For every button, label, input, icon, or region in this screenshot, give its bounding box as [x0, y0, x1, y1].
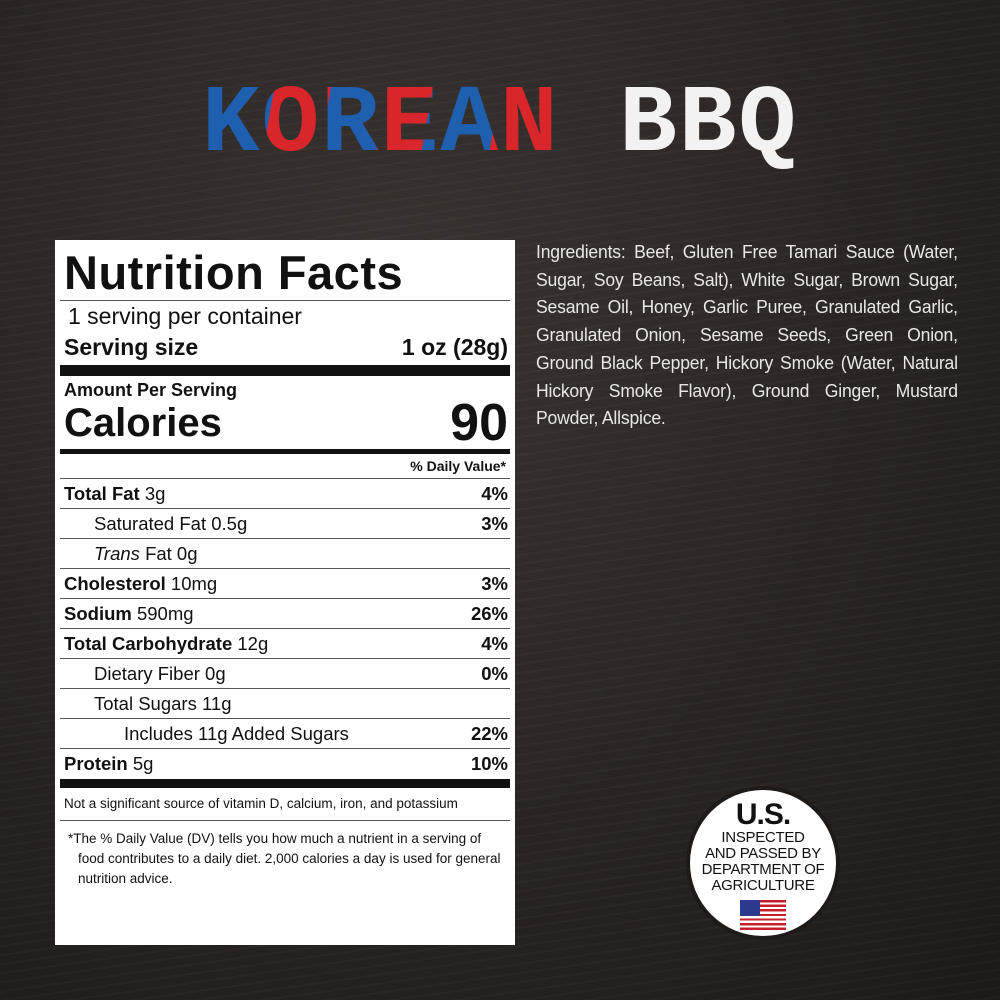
- seal-text: AGRICULTURE: [711, 877, 815, 894]
- footnote-daily-value: *The % Daily Value (DV) tells you how mu…: [68, 831, 501, 886]
- nutrient-label: Total Fat 3g: [64, 479, 165, 508]
- servings-per-container: 1 serving per container: [68, 303, 302, 329]
- nutrient-name: Total Sugars: [94, 693, 197, 714]
- product-title: KOREAN BBQ: [0, 70, 1000, 179]
- dv-header: % Daily Value*: [60, 454, 510, 479]
- nutrition-heading: Nutrition Facts: [64, 246, 404, 299]
- nutrient-row: Total Sugars 11g: [60, 689, 510, 719]
- nutrient-amount: Fat 0g: [145, 543, 198, 564]
- title-bbq: BBQ: [619, 70, 799, 179]
- nutrient-amount: 10mg: [170, 573, 218, 594]
- nutrition-facts-label: Nutrition Facts 1 serving per container …: [55, 240, 515, 945]
- nutrient-dv: 3%: [481, 573, 508, 594]
- seal-text: AND PASSED BY: [705, 845, 821, 862]
- nutrient-label: Saturated Fat 0.5g: [64, 509, 247, 538]
- divider: [60, 300, 510, 301]
- nutrient-label: Trans Fat 0g: [64, 539, 198, 568]
- divider-thick: [60, 779, 510, 788]
- nutrient-dv: 22%: [470, 723, 508, 744]
- nutrient-dv: 3%: [481, 513, 508, 534]
- calories-value: 90: [450, 394, 508, 452]
- nutrient-dv: 0%: [481, 663, 508, 684]
- nutrient-name: Total Fat: [64, 483, 140, 504]
- nutrient-label: Protein 5g: [64, 749, 153, 779]
- nutrient-label: Sodium 590mg: [64, 599, 194, 628]
- nutrient-dv: 4%: [481, 483, 508, 504]
- nutrient-amount: 5g: [132, 753, 154, 774]
- nutrient-name: Protein: [64, 753, 128, 774]
- ingredients-text: Ingredients: Beef, Gluten Free Tamari Sa…: [536, 241, 958, 429]
- footnote-vitamins: Not a significant source of vitamin D, c…: [60, 788, 510, 821]
- nutrient-row: Total Fat 3g 4%: [60, 479, 510, 509]
- nutrient-row: Protein 5g 10%: [60, 749, 510, 779]
- nutrient-name: Includes 11g Added Sugars: [124, 723, 349, 744]
- nutrient-name: Cholesterol: [64, 573, 166, 594]
- nutrient-amount: 12g: [237, 633, 269, 654]
- serving-size: Serving size 1 oz (28g): [60, 331, 510, 365]
- nutrient-amount: 0.5g: [211, 513, 248, 534]
- nutrient-row: Saturated Fat 0.5g 3%: [60, 509, 510, 539]
- seal-us: U.S.: [735, 798, 791, 831]
- nutrient-dv: 4%: [481, 633, 508, 654]
- us-flag-icon: [740, 900, 786, 930]
- divider-medium: [60, 449, 510, 454]
- seal-text: DEPARTMENT OF: [701, 861, 825, 878]
- nutrient-dv: 26%: [470, 603, 508, 624]
- nutrient-row: Trans Fat 0g: [60, 539, 510, 569]
- divider-thick: [60, 365, 510, 376]
- nutrient-row: Includes 11g Added Sugars 22%: [60, 719, 510, 749]
- nutrient-label: Dietary Fiber 0g: [64, 659, 226, 688]
- nutrient-amount: 0g: [205, 663, 226, 684]
- title-korean: KOREAN: [201, 70, 560, 179]
- nutrient-row: Dietary Fiber 0g 0%: [60, 659, 510, 689]
- nutrient-row: Total Carbohydrate 12g 4%: [60, 629, 510, 659]
- amount-per-serving: Amount Per Serving: [64, 380, 238, 400]
- nutrient-label: Total Carbohydrate 12g: [64, 629, 268, 658]
- nutrient-label: Includes 11g Added Sugars: [64, 719, 349, 748]
- seal-text: INSPECTED: [721, 829, 805, 846]
- usda-seal: U.S. INSPECTED AND PASSED BY DEPARTMENT …: [690, 790, 836, 936]
- nutrient-label: Total Sugars 11g: [64, 689, 231, 718]
- nutrient-name: Sodium: [64, 603, 132, 624]
- serving-size-label: Serving size: [64, 334, 199, 360]
- calories: Calories 90: [60, 394, 510, 452]
- serving-size-value: 1 oz (28g): [401, 334, 508, 360]
- nutrient-row: Sodium 590mg 26%: [60, 599, 510, 629]
- nutrient-name: Total Carbohydrate: [64, 633, 233, 654]
- nutrient-name: Dietary Fiber: [94, 663, 200, 684]
- nutrient-amount: 590mg: [136, 603, 194, 624]
- nutrient-dv: 10%: [470, 753, 508, 774]
- nutrient-name: Saturated Fat: [94, 513, 207, 534]
- nutrient-label: Cholesterol 10mg: [64, 569, 217, 598]
- calories-label: Calories: [64, 401, 222, 445]
- nutrient-amount: 3g: [144, 483, 166, 504]
- nutrient-row: Cholesterol 10mg 3%: [60, 569, 510, 599]
- nutrient-amount: 11g: [201, 693, 232, 714]
- nutrient-name: Trans: [94, 543, 140, 564]
